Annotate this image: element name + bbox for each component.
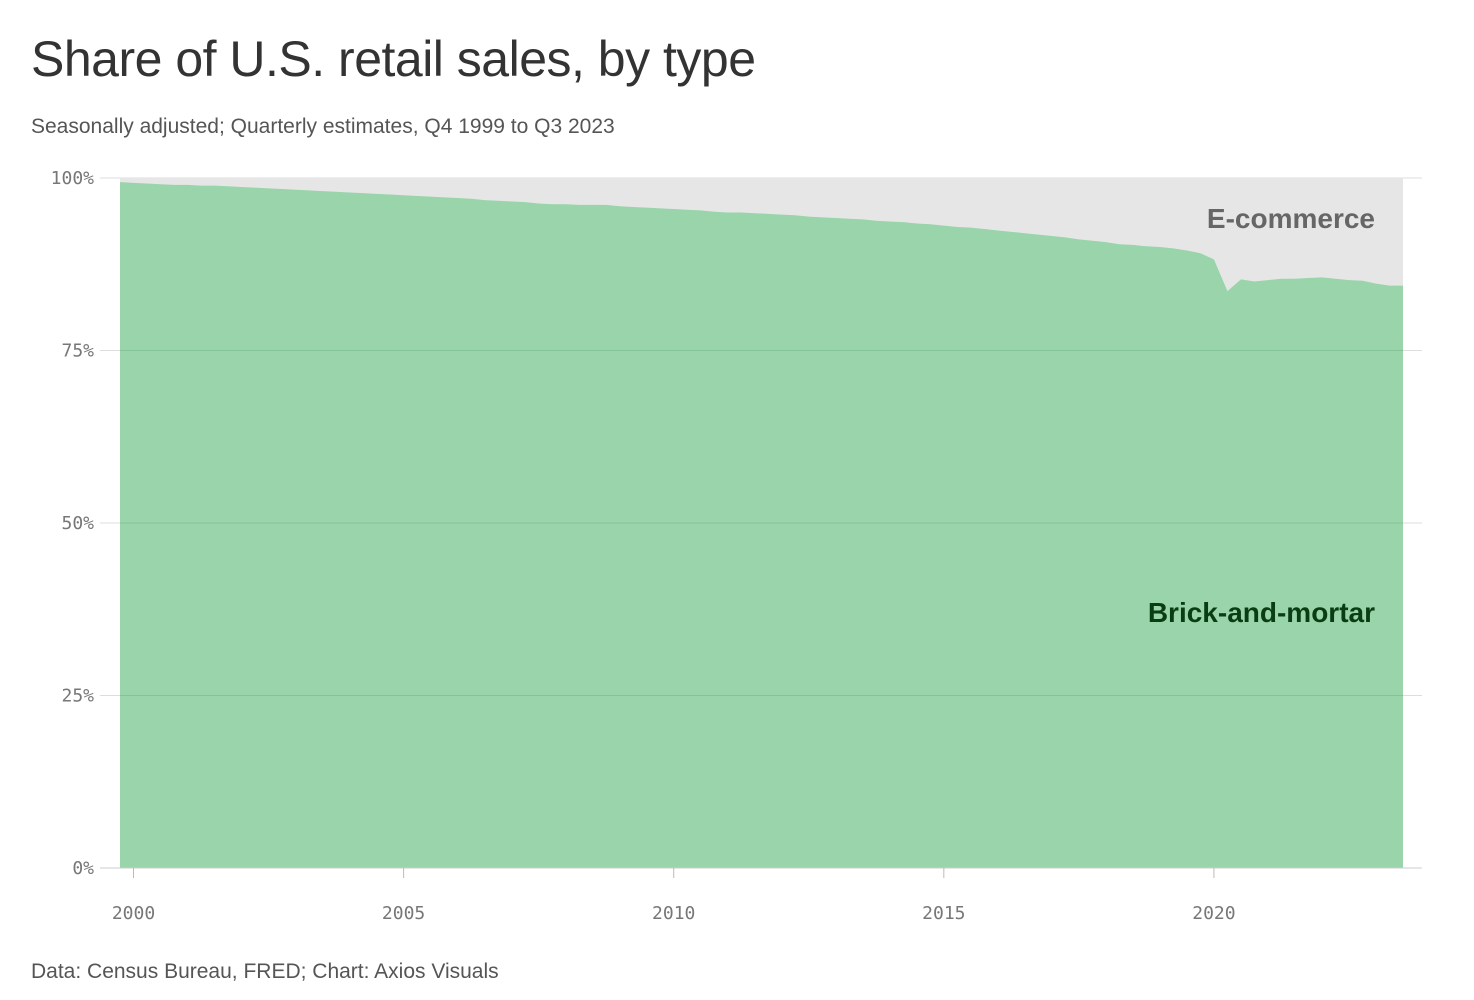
ecommerce-label: E-commerce [1207, 203, 1375, 234]
x-tick-label: 2000 [112, 903, 155, 924]
y-tick-label: 50% [61, 513, 94, 534]
y-tick-label: 0% [72, 858, 94, 879]
chart-subtitle: Seasonally adjusted; Quarterly estimates… [31, 115, 615, 138]
y-tick-label: 75% [61, 341, 94, 362]
x-tick-label: 2020 [1192, 903, 1235, 924]
y-tick-label: 100% [51, 168, 95, 189]
brick-and-mortar-label: Brick-and-mortar [1148, 597, 1375, 628]
axes: 0% 25% 50% 75% 100% 2000 2005 2010 2015 2020 [51, 168, 1422, 924]
overlay-gridlines [120, 350, 1403, 696]
x-tick-label: 2005 [382, 903, 425, 924]
x-tick-label: 2015 [922, 903, 965, 924]
brick-and-mortar-area [120, 182, 1403, 868]
y-tick-label: 25% [61, 686, 94, 707]
x-tick-label: 2010 [652, 903, 695, 924]
chart-title: Share of U.S. retail sales, by type [31, 31, 756, 87]
chart-source: Data: Census Bureau, FRED; Chart: Axios … [31, 960, 499, 983]
